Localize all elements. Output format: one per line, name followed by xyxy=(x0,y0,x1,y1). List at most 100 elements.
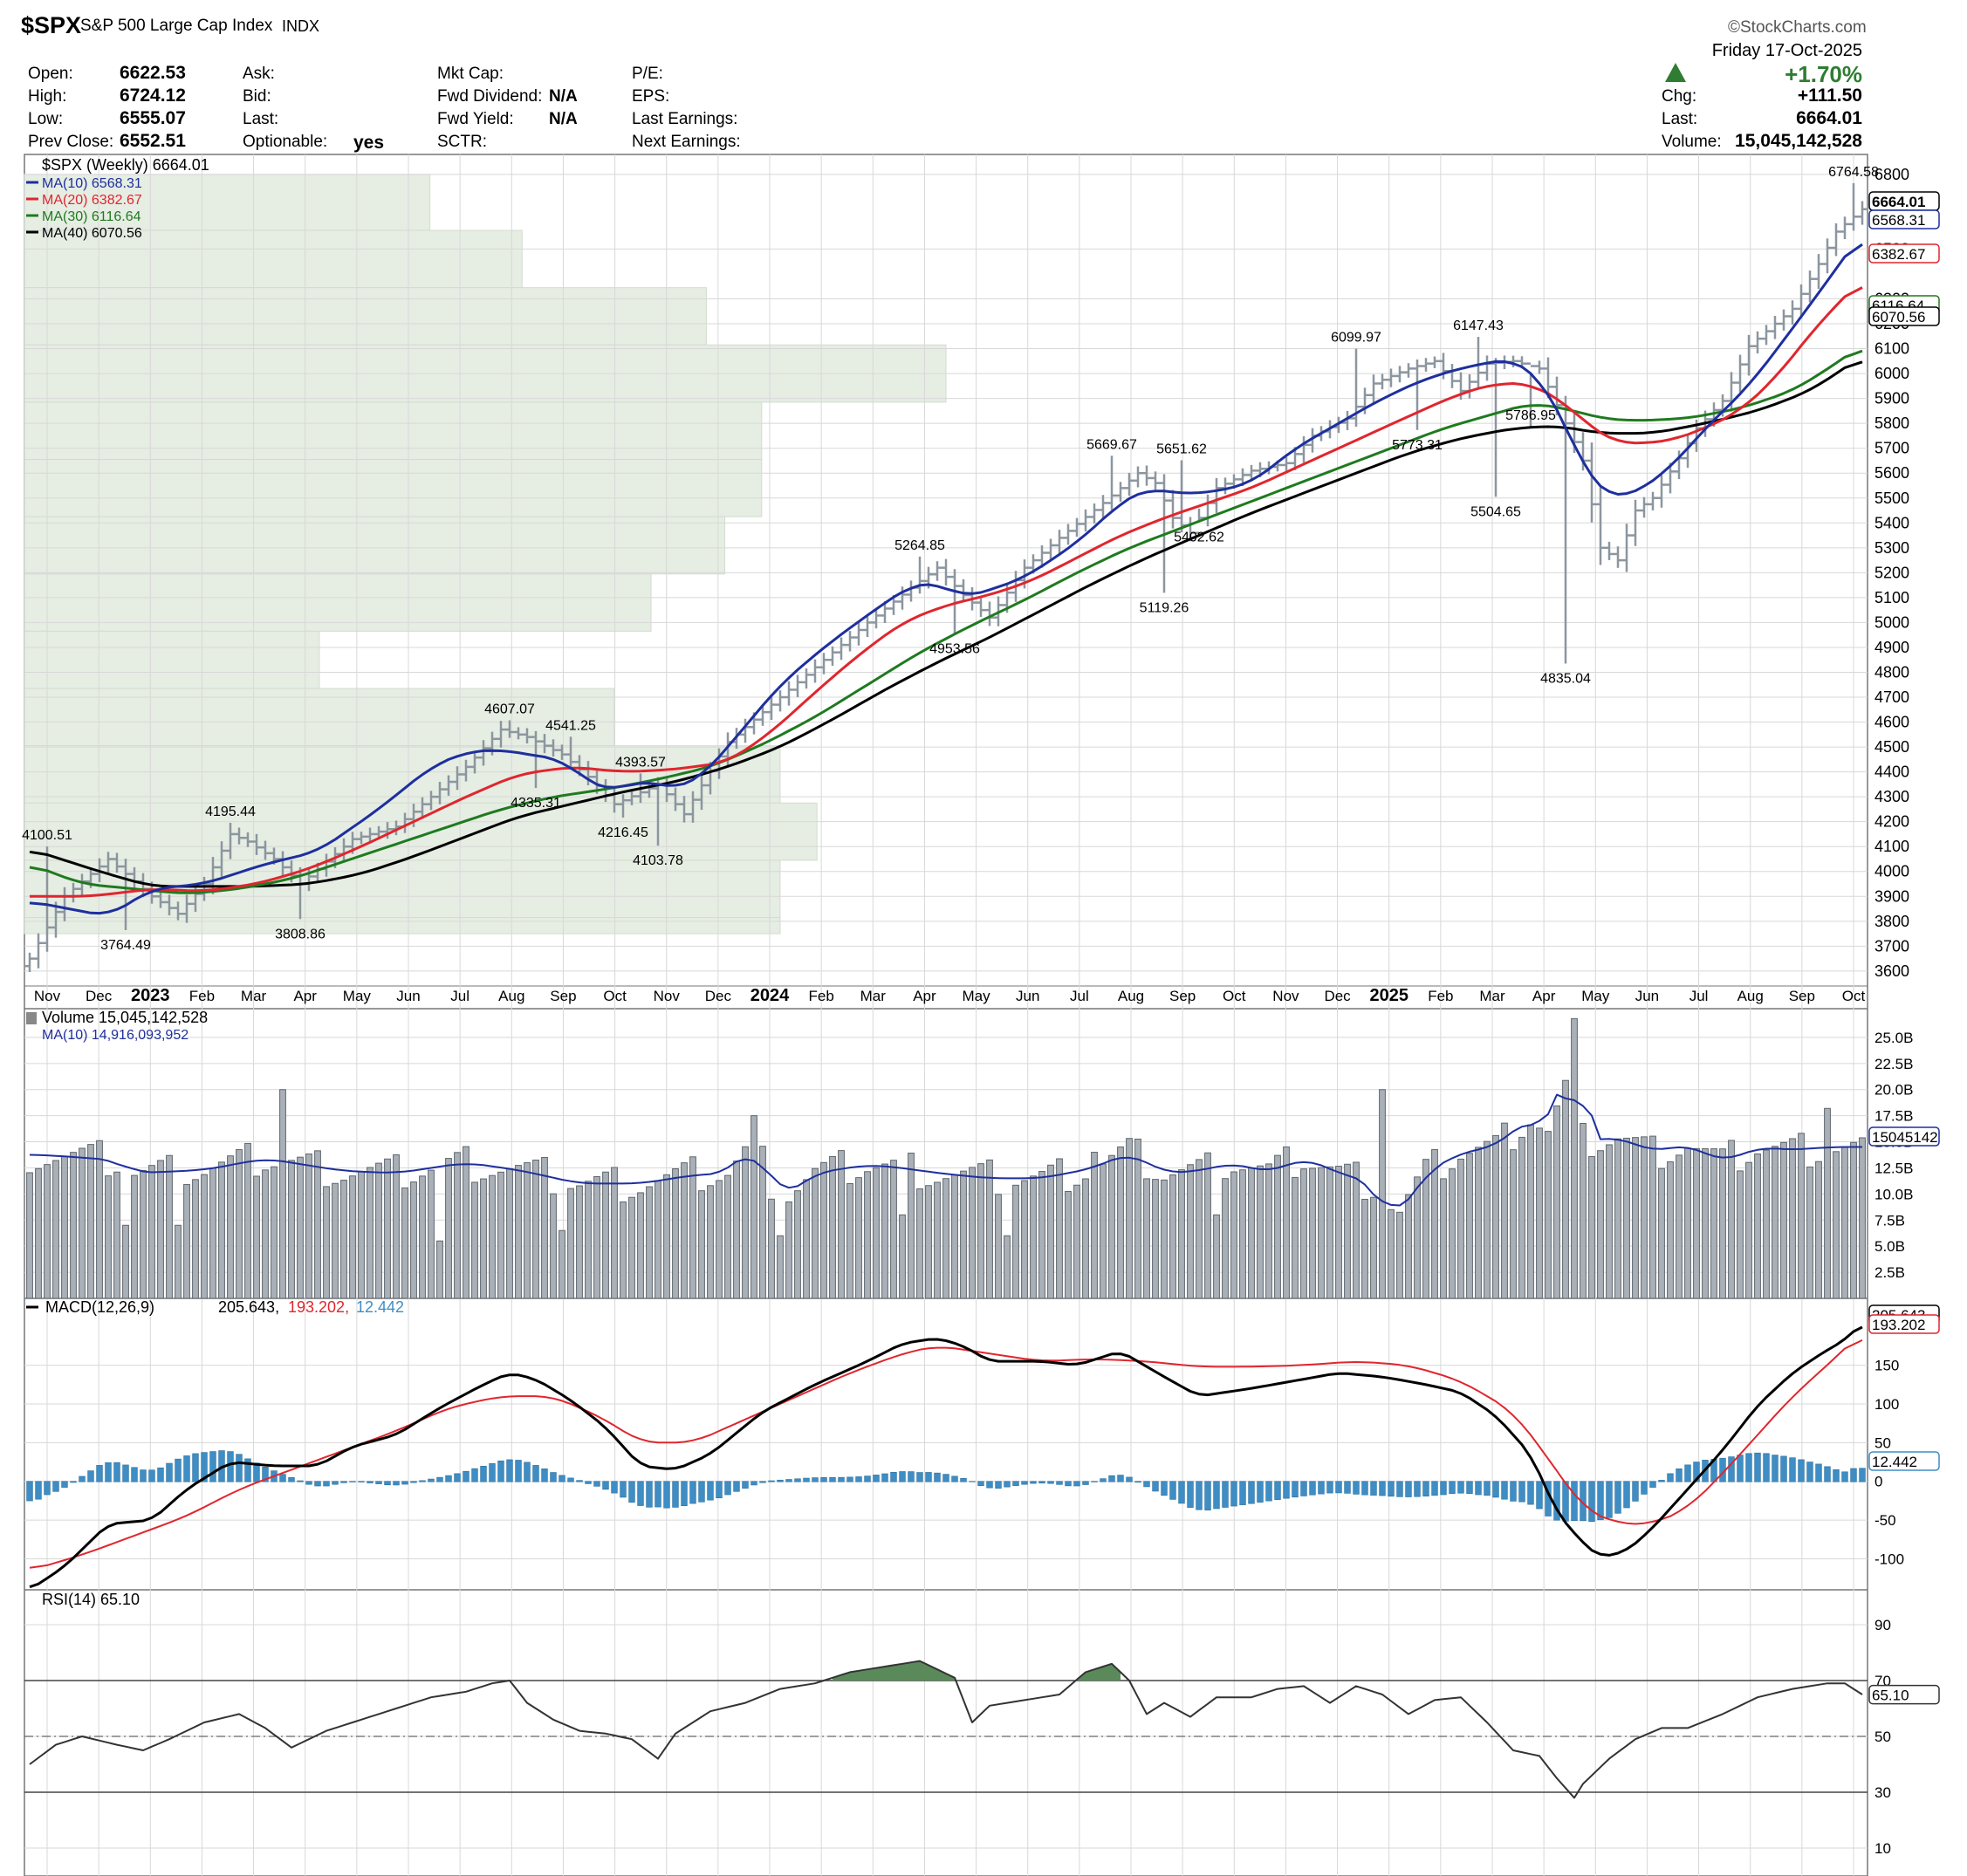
macd-histogram-bar xyxy=(689,1481,696,1504)
macd-histogram-bar xyxy=(1414,1481,1421,1497)
volume-bar xyxy=(1169,1174,1176,1299)
macd-histogram-bar xyxy=(646,1481,653,1508)
volume-profile-bar xyxy=(24,688,615,747)
price-tick-label: 4200 xyxy=(1874,813,1909,831)
volume-bar xyxy=(1353,1161,1360,1299)
price-annotation: 4835.04 xyxy=(1540,671,1591,686)
macd-histogram-bar xyxy=(1815,1463,1822,1482)
macd-histogram-bar xyxy=(497,1460,504,1482)
volume-bar xyxy=(122,1224,129,1299)
volume-bar xyxy=(777,1235,784,1299)
volume-bar xyxy=(454,1152,461,1299)
volume-tick-label: 7.5B xyxy=(1874,1212,1905,1229)
volume-bar xyxy=(70,1152,77,1299)
volume-last-tag: 15045142 xyxy=(1872,1129,1938,1146)
volume-bar xyxy=(812,1167,819,1299)
volume-bar xyxy=(532,1160,539,1299)
price-annotation: 5402.62 xyxy=(1174,531,1224,545)
volume-bar xyxy=(541,1156,548,1299)
volume-bar xyxy=(559,1229,565,1299)
macd-histogram-bar xyxy=(541,1469,548,1482)
price-tick-label: 5700 xyxy=(1874,440,1909,457)
macd-histogram-bar xyxy=(1527,1481,1534,1505)
volume-bar xyxy=(1702,1147,1709,1299)
price-tick-label: 3900 xyxy=(1874,887,1909,905)
volume-bar xyxy=(1710,1148,1717,1299)
volume-bar xyxy=(1065,1190,1072,1299)
volume-bar xyxy=(742,1146,749,1299)
rsi-tick-label: 90 xyxy=(1874,1617,1891,1633)
macd-histogram-bar xyxy=(1187,1481,1194,1508)
month-label: Jul xyxy=(1689,988,1709,1004)
macd-value: 205.643, xyxy=(218,1298,279,1316)
volume-bar xyxy=(794,1190,801,1299)
volume-bar xyxy=(838,1150,845,1299)
lastearnings-label: Last Earnings: xyxy=(632,110,738,128)
macd-histogram-bar xyxy=(785,1479,792,1482)
volume-bar xyxy=(1833,1151,1840,1299)
macd-histogram-bar xyxy=(463,1470,469,1482)
macd-histogram-bar xyxy=(244,1458,251,1482)
price-annotation: 6764.58 xyxy=(1828,165,1879,180)
macd-histogram-bar xyxy=(1649,1481,1656,1488)
month-label: Sep xyxy=(550,988,576,1004)
macd-histogram-bar xyxy=(1353,1481,1360,1495)
volume-bar xyxy=(698,1190,705,1299)
price-legend-item: MA(40) 6070.56 xyxy=(42,226,142,241)
macd-histogram-bar xyxy=(209,1451,216,1482)
macd-histogram-bar xyxy=(1012,1481,1019,1486)
volume-bar xyxy=(1431,1148,1438,1299)
macd-histogram-bar xyxy=(61,1481,68,1488)
price-tick-label: 3700 xyxy=(1874,937,1909,955)
volume-bar xyxy=(663,1174,670,1299)
price-tick-label: 5100 xyxy=(1874,589,1909,606)
volume-bar xyxy=(1457,1158,1464,1299)
macd-histogram-bar xyxy=(681,1481,688,1507)
rsi-title: RSI(14) 65.10 xyxy=(42,1591,140,1608)
volume-last-tag-box xyxy=(1868,1126,1940,1147)
volume-bar xyxy=(96,1140,103,1299)
volume-bar xyxy=(960,1170,967,1299)
macd-histogram-bar xyxy=(279,1474,286,1482)
month-label: Sep xyxy=(1169,988,1196,1004)
macd-histogram-bar xyxy=(655,1481,661,1508)
month-label: Nov xyxy=(34,988,61,1004)
volume-bar xyxy=(271,1166,278,1299)
instrument-name: S&P 500 Large Cap Index xyxy=(80,17,273,35)
macd-histogram-bar xyxy=(1344,1481,1351,1494)
volume-bar xyxy=(1850,1141,1857,1299)
macd-histogram-bar xyxy=(1047,1481,1054,1484)
volume-bar xyxy=(314,1150,321,1299)
macd-histogram-bar xyxy=(916,1472,923,1482)
macd-histogram-bar xyxy=(1510,1481,1517,1502)
month-label: 2024 xyxy=(750,986,790,1005)
macd-histogram-bar xyxy=(436,1476,443,1482)
macd-histogram-bar xyxy=(1213,1481,1220,1510)
price-annotation: 6147.43 xyxy=(1453,318,1504,333)
volume-bar xyxy=(105,1175,112,1299)
prevclose-label: Prev Close: xyxy=(28,133,114,151)
macd-histogram-bar xyxy=(812,1477,819,1482)
price-annotation: 5651.62 xyxy=(1156,442,1207,456)
volume-bar xyxy=(864,1171,871,1299)
macd-histogram-bar xyxy=(1798,1459,1805,1482)
macd-histogram-bar xyxy=(1100,1478,1107,1482)
price-tick-label: 4900 xyxy=(1874,639,1909,656)
volume-tick-label: 2.5B xyxy=(1874,1264,1905,1281)
macd-histogram-bar xyxy=(305,1481,312,1485)
month-label: Mar xyxy=(860,988,887,1004)
volume-bar xyxy=(1326,1166,1333,1299)
month-label: Jun xyxy=(396,988,420,1004)
macd-histogram-bar xyxy=(87,1470,94,1482)
volume-bar xyxy=(410,1181,417,1299)
volume-tick-label: 12.5B xyxy=(1874,1160,1913,1176)
macd-histogram-bar xyxy=(105,1462,112,1482)
macd-histogram-bar xyxy=(1161,1481,1168,1496)
macd-histogram-bar xyxy=(1117,1475,1124,1482)
macd-histogram-bar xyxy=(1562,1481,1569,1522)
volume-bar xyxy=(428,1169,435,1299)
volume-bar xyxy=(1309,1167,1316,1299)
up-arrow-icon xyxy=(1665,63,1686,82)
macd-histogram-bar xyxy=(873,1475,880,1482)
macd-histogram-bar xyxy=(1466,1481,1473,1494)
